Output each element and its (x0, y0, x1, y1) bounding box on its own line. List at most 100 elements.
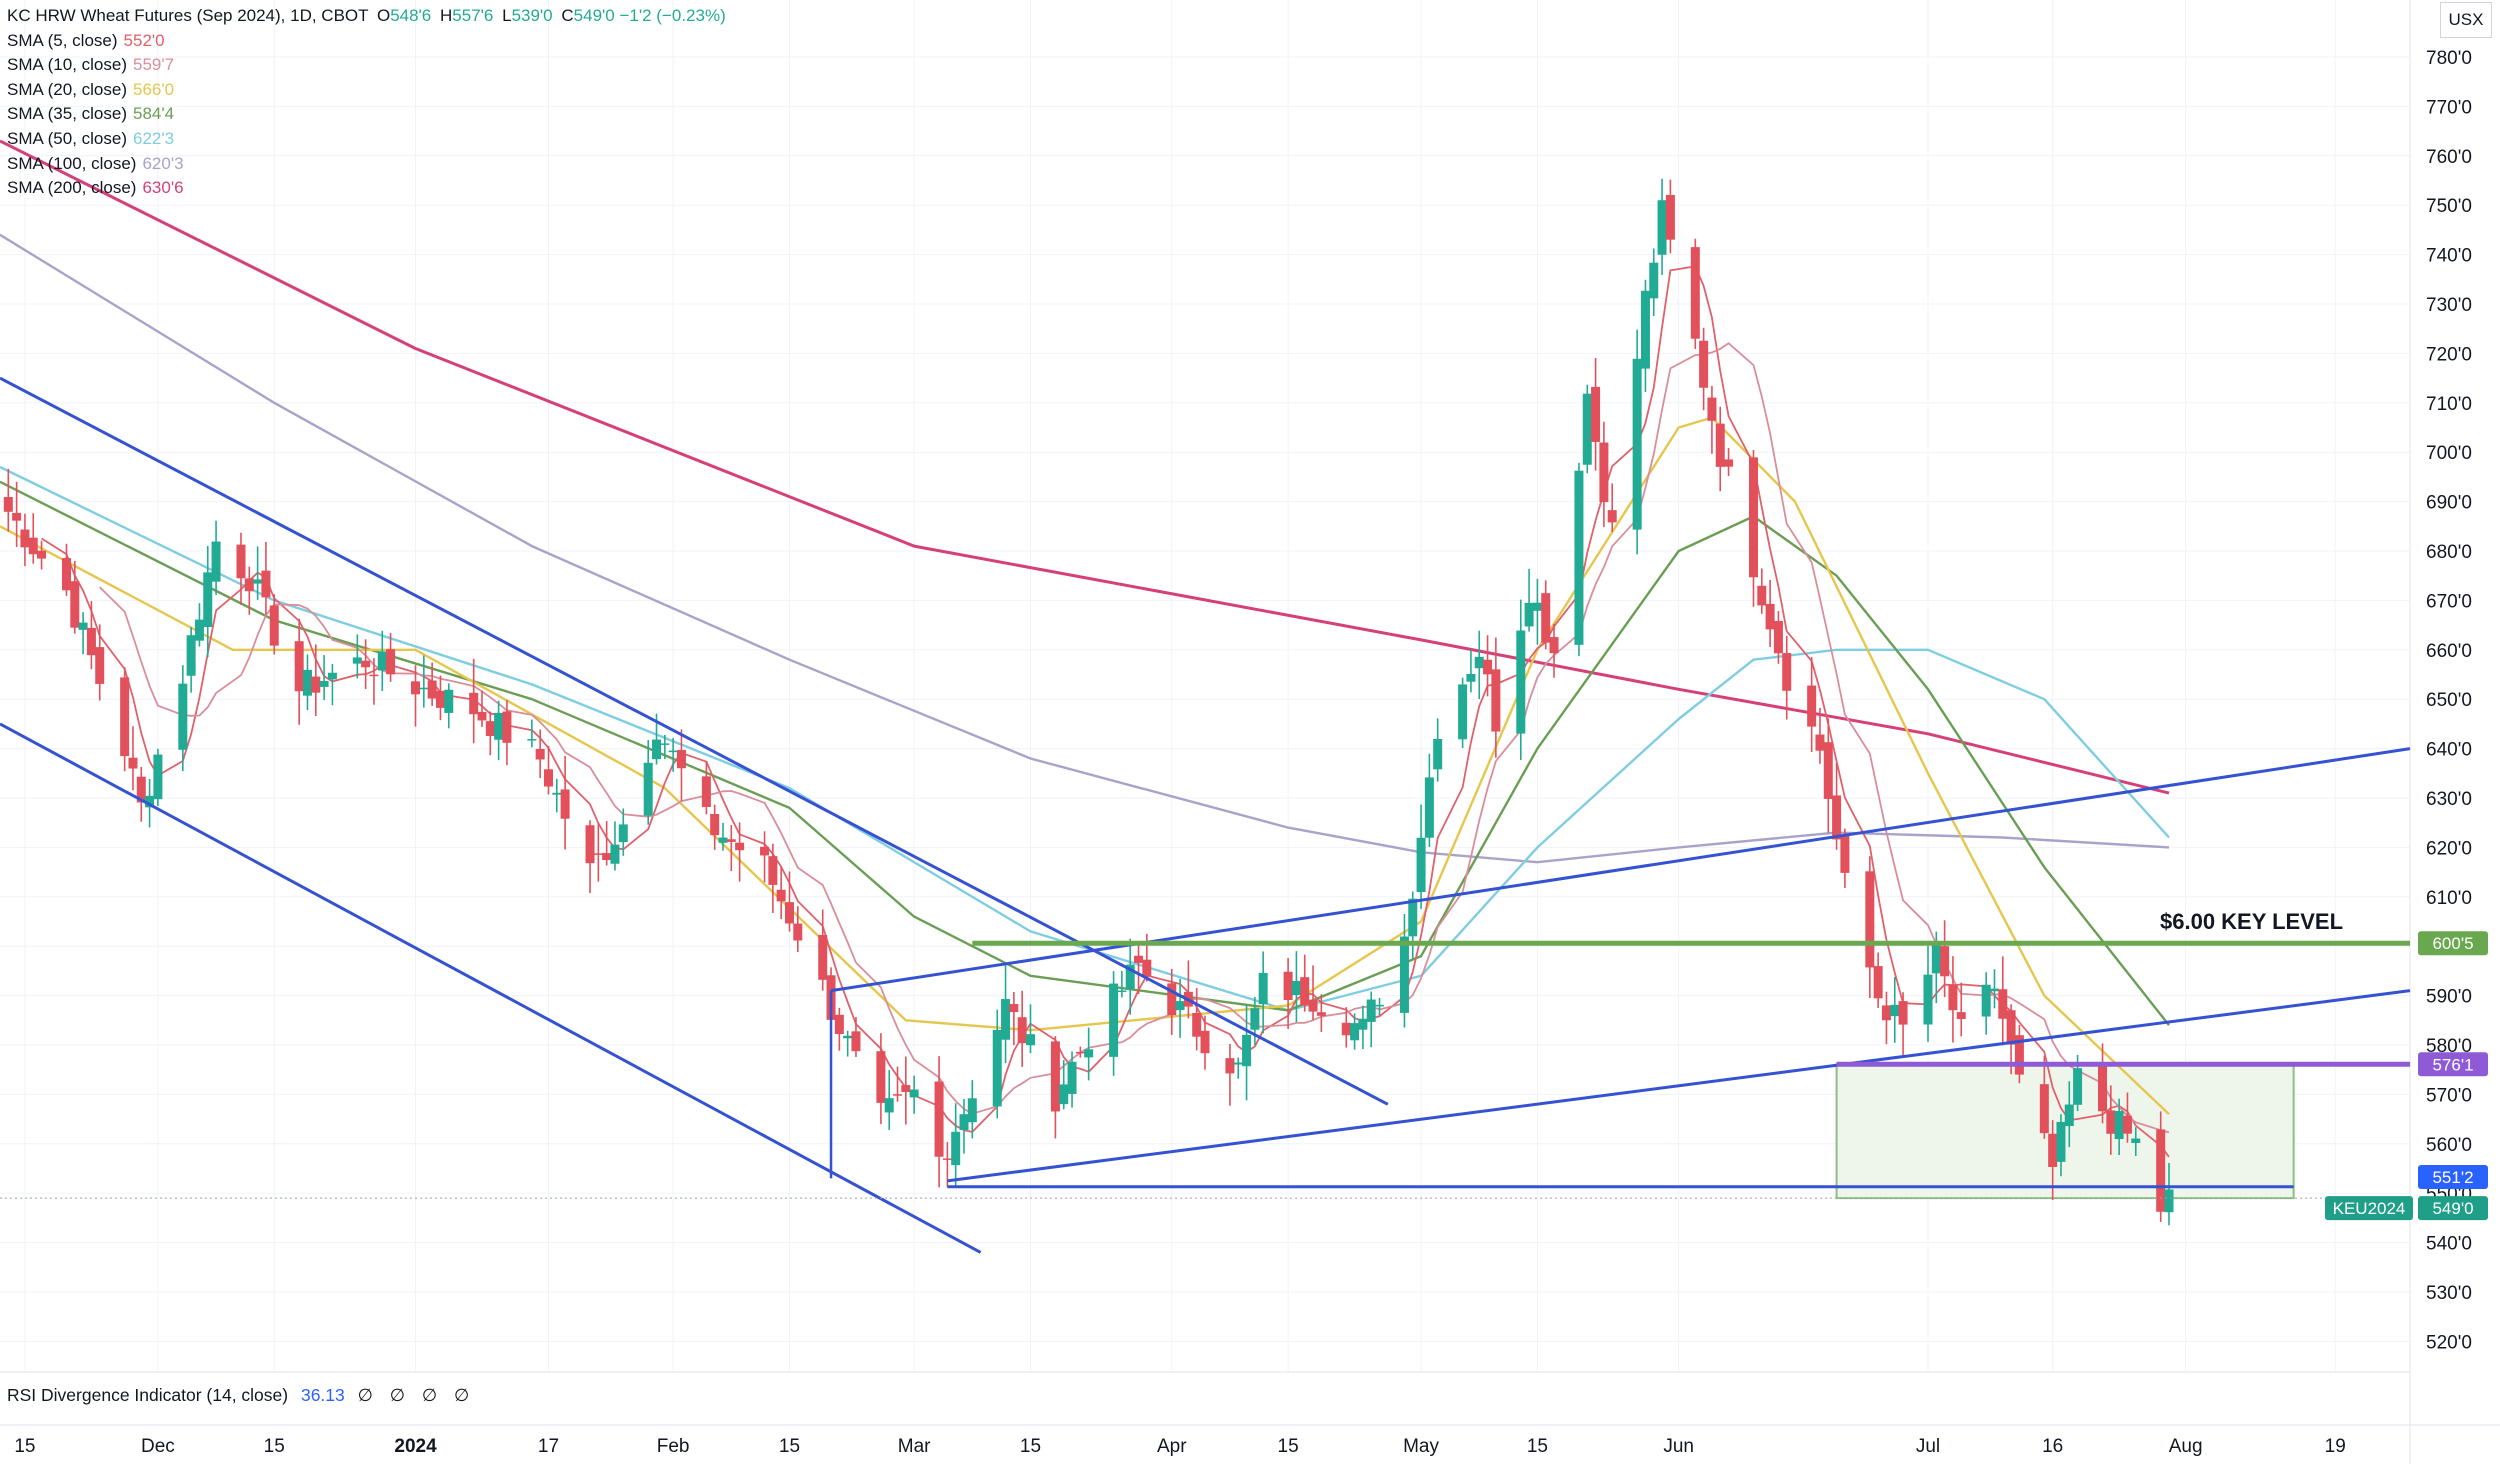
y-tick-label: 640'0 (2426, 740, 2472, 761)
sma-legend-row[interactable]: SMA (50, close) 622'3 (7, 127, 726, 152)
candle (959, 1098, 969, 1154)
candle (1865, 856, 1875, 998)
y-tick-label: 700'0 (2426, 443, 2472, 464)
candle (1001, 965, 1011, 1064)
candle (851, 1016, 861, 1057)
sma-legend-row[interactable]: SMA (10, close) 559'7 (7, 53, 726, 78)
candle-body (1765, 603, 1775, 630)
candle-body (2073, 1068, 2083, 1105)
candle (1109, 971, 1119, 1076)
candle-body (1067, 1061, 1077, 1094)
sma-legend-row[interactable]: SMA (35, close) 584'4 (7, 102, 726, 127)
candle (3, 468, 13, 532)
sma-legend-value: 552'0 (123, 30, 165, 50)
candle (2106, 1085, 2116, 1155)
candle-body (2106, 1110, 2116, 1134)
candle (236, 532, 246, 605)
x-tick-label: Jul (1916, 1436, 1940, 1457)
price-tag (2418, 1165, 2488, 1190)
candle-body (477, 711, 487, 721)
key-level-annotation: $6.00 KEY LEVEL (2160, 909, 2343, 934)
sma-legend-row[interactable]: SMA (5, close) 552'0 (7, 29, 726, 54)
candle-body (61, 558, 71, 591)
currency-label[interactable]: USX (2440, 2, 2492, 38)
sma-line (0, 139, 2170, 795)
candle-body (1167, 983, 1177, 1016)
candle (909, 1075, 919, 1114)
candle (2131, 1127, 2141, 1157)
candle (1840, 828, 1850, 889)
candle (901, 1056, 911, 1125)
candle (1898, 992, 1908, 1055)
candle-body (444, 689, 454, 713)
candle (1350, 1013, 1360, 1050)
x-tick-label: Apr (1157, 1436, 1187, 1457)
candle-body (1890, 1004, 1900, 1017)
candle (768, 843, 778, 914)
candle-body (884, 1098, 894, 1113)
indicator-icons[interactable]: ∅ ∅ ∅ ∅ (357, 1385, 476, 1405)
y-tick-label: 660'0 (2426, 641, 2472, 662)
candle (884, 1069, 894, 1131)
candle-body (1458, 684, 1468, 740)
symbol-row[interactable]: KC HRW Wheat Futures (Sep 2024), 1D, CBO… (7, 4, 726, 29)
candle-body (327, 672, 337, 680)
candle-body (386, 649, 396, 675)
candle (735, 822, 745, 882)
candle (203, 545, 213, 658)
rsi-indicator-header[interactable]: RSI Divergence Indicator (14, close) 36.… (7, 1385, 475, 1406)
sma-legend-row[interactable]: SMA (20, close) 566'0 (7, 78, 726, 103)
candle (1582, 384, 1592, 474)
candle (2098, 1043, 2108, 1124)
high-value: 557'6 (452, 6, 494, 25)
candle-body (942, 1158, 952, 1160)
time-axis[interactable]: 15 Dec 15 2024 17 Feb 15 Mar 15 Apr 15 May 15 Jun Jul 1… (14, 1436, 2345, 1457)
y-tick-label: 590'0 (2426, 987, 2472, 1008)
y-tick-label: 610'0 (2426, 888, 2472, 909)
sma-legend-row[interactable]: SMA (200, close) 630'6 (7, 176, 726, 201)
candle (1258, 951, 1268, 1034)
candle-body (37, 550, 47, 559)
candle (186, 627, 196, 693)
candle-body (1142, 959, 1152, 977)
candle-body (1715, 423, 1725, 467)
candlesticks (3, 178, 2174, 1226)
candle (1748, 449, 1758, 607)
candle-body (710, 813, 720, 836)
candle (1649, 248, 1659, 317)
candle (311, 644, 321, 716)
candle-body (1134, 955, 1144, 963)
high-label: H (440, 6, 453, 25)
candle (369, 658, 379, 705)
y-tick-label: 650'0 (2426, 690, 2472, 711)
candle (760, 831, 770, 883)
candle (2122, 1092, 2132, 1143)
sma-lines (0, 139, 2170, 1158)
candle-body (311, 676, 321, 693)
candle-body (1699, 340, 1709, 388)
candle-body (1599, 442, 1609, 503)
candle-body (1516, 630, 1526, 734)
candle (444, 683, 454, 729)
candle (1375, 997, 1385, 1016)
candle (776, 866, 786, 920)
y-tick-label: 680'0 (2426, 542, 2472, 563)
channel-lower-line (0, 722, 982, 1254)
candle-body (1258, 972, 1268, 1005)
candle (302, 654, 312, 711)
price-axis[interactable]: 780'0 770'0 760'0 750'0 740'0 730'0 720'0 710'0… (2426, 48, 2472, 1353)
candle-body (211, 541, 221, 582)
y-tick-label: 720'0 (2426, 344, 2472, 365)
candle-body (585, 825, 595, 864)
candle-body (992, 1029, 1002, 1107)
candle (2156, 1111, 2166, 1222)
sma-legend-row[interactable]: SMA (100, close) 620'3 (7, 152, 726, 177)
candle (1358, 1005, 1368, 1050)
candle-body (419, 687, 429, 690)
candle (1466, 649, 1476, 693)
candle-body (128, 757, 138, 769)
candle (2056, 1114, 2066, 1177)
candle (1773, 611, 1783, 664)
candle (194, 603, 204, 647)
